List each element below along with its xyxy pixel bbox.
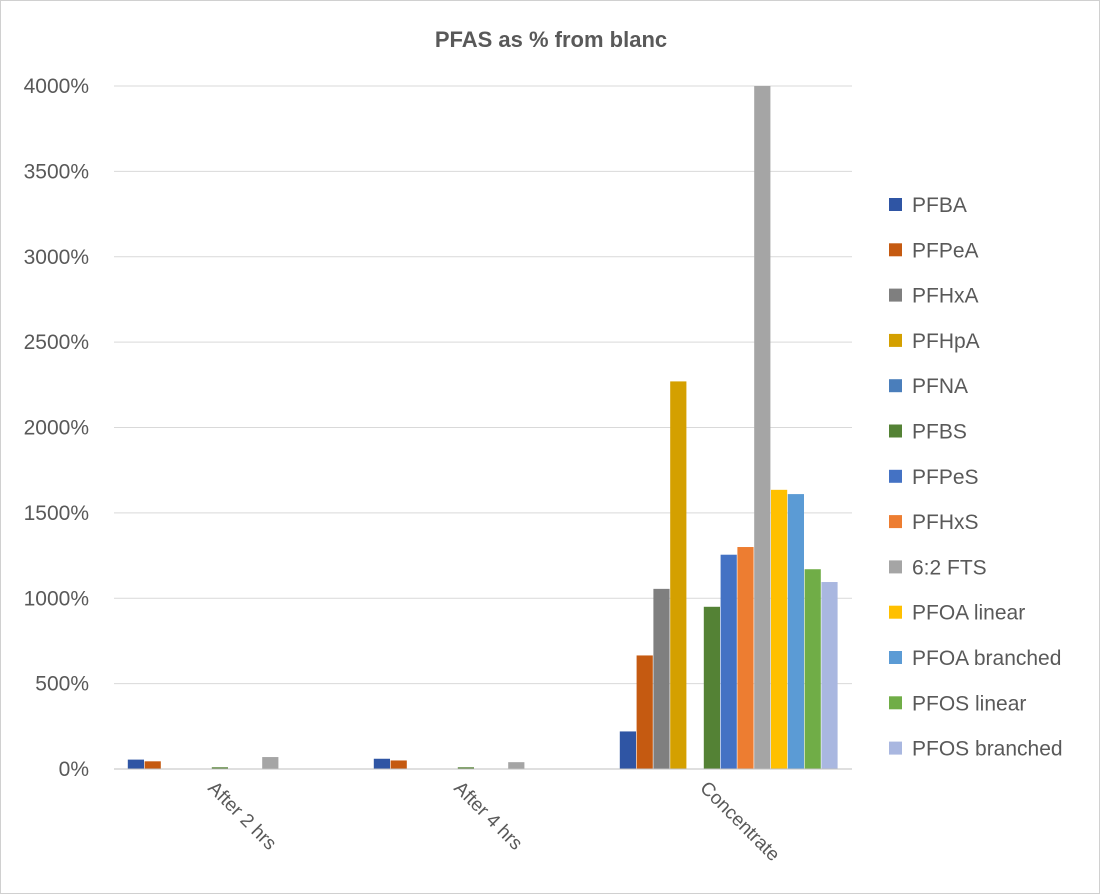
legend-label: PFOA linear xyxy=(912,602,1025,625)
bar-pfba-after-2-hrs xyxy=(127,759,144,769)
x-tick-label: Concentrate xyxy=(695,778,783,866)
chart-title: PFAS as % from blanc xyxy=(435,27,667,52)
legend-swatch xyxy=(889,469,902,483)
legend-label: PFBA xyxy=(912,194,967,217)
gridlines xyxy=(114,85,852,685)
legend-label: PFOS linear xyxy=(912,692,1026,715)
legend-label: 6:2 FTS xyxy=(912,556,987,579)
bar-pfoa-branched-concentrate xyxy=(787,494,804,769)
legend-swatch xyxy=(889,651,902,664)
legend-label: PFPeA xyxy=(912,239,979,262)
legend-swatch xyxy=(889,741,902,755)
bar-pfbs-after-2-hrs xyxy=(211,767,228,769)
legend-swatch xyxy=(889,243,902,257)
bar-pfpea-concentrate xyxy=(636,655,653,769)
bar-pfpea-after-4-hrs xyxy=(390,760,407,769)
bar-pfbs-after-4-hrs xyxy=(457,767,474,769)
bar-pfhxs-concentrate xyxy=(737,547,754,769)
y-tick-label: 2000% xyxy=(24,417,89,440)
bar-pfbs-concentrate xyxy=(703,606,720,769)
bar-6-2-fts-after-4-hrs xyxy=(508,762,525,769)
y-tick-label: 4000% xyxy=(24,75,89,98)
legend-swatch xyxy=(889,605,902,619)
bar-6-2-fts-concentrate xyxy=(754,86,771,769)
x-axis-ticks: After 2 hrs After 4 hrs Concentrate xyxy=(203,778,783,866)
y-tick-label: 3500% xyxy=(24,160,89,183)
legend-swatch xyxy=(889,515,902,529)
y-tick-label: 1000% xyxy=(24,587,89,610)
bar-pfba-after-4-hrs xyxy=(373,758,390,769)
x-tick-label: After 4 hrs xyxy=(449,778,526,855)
bar-pfba-concentrate xyxy=(619,731,636,769)
legend-swatch xyxy=(889,696,902,710)
bar-6-2-fts-after-2-hrs xyxy=(262,757,279,769)
legend-label: PFNA xyxy=(912,375,968,398)
legend-swatch xyxy=(889,379,902,393)
y-tick-label: 500% xyxy=(35,673,89,696)
legend-label: PFHxA xyxy=(912,285,979,308)
legend-label: PFPeS xyxy=(912,466,979,489)
legend-swatch xyxy=(889,424,902,438)
x-tick-label: After 2 hrs xyxy=(203,778,280,855)
legend-label: PFOA branched xyxy=(912,647,1061,670)
bar-pfhxa-concentrate xyxy=(653,588,670,769)
legend-label: PFOS branched xyxy=(912,738,1063,761)
y-tick-label: 1500% xyxy=(24,502,89,525)
y-tick-label: 2500% xyxy=(24,331,89,354)
y-tick-label: 0% xyxy=(59,758,89,781)
bar-pfpes-concentrate xyxy=(720,554,737,769)
legend-swatch xyxy=(889,288,902,302)
y-tick-label: 3000% xyxy=(24,246,89,269)
bar-pfos-branched-concentrate xyxy=(821,582,838,769)
bar-pfos-linear-concentrate xyxy=(804,569,821,769)
legend-swatch xyxy=(889,198,902,211)
bars xyxy=(127,86,838,769)
bar-pfoa-linear-concentrate xyxy=(771,489,788,769)
legend-label: PFHpA xyxy=(912,330,980,353)
legend-label: PFBS xyxy=(912,421,967,444)
legend-swatch xyxy=(889,560,902,574)
legend: PFBA PFPeA PFHxA PFHpA PFNA PFBS PFPeS PFHxS 6:2… xyxy=(889,194,1063,761)
legend-label: PFHxS xyxy=(912,511,979,534)
y-axis-ticks: 0% 500% 1000% 1500% 2000% 2500% 3000% 3500% 4000… xyxy=(24,75,89,781)
bar-pfpea-after-2-hrs xyxy=(144,761,161,769)
legend-swatch xyxy=(889,333,902,347)
bar-pfhpa-concentrate xyxy=(670,381,687,769)
